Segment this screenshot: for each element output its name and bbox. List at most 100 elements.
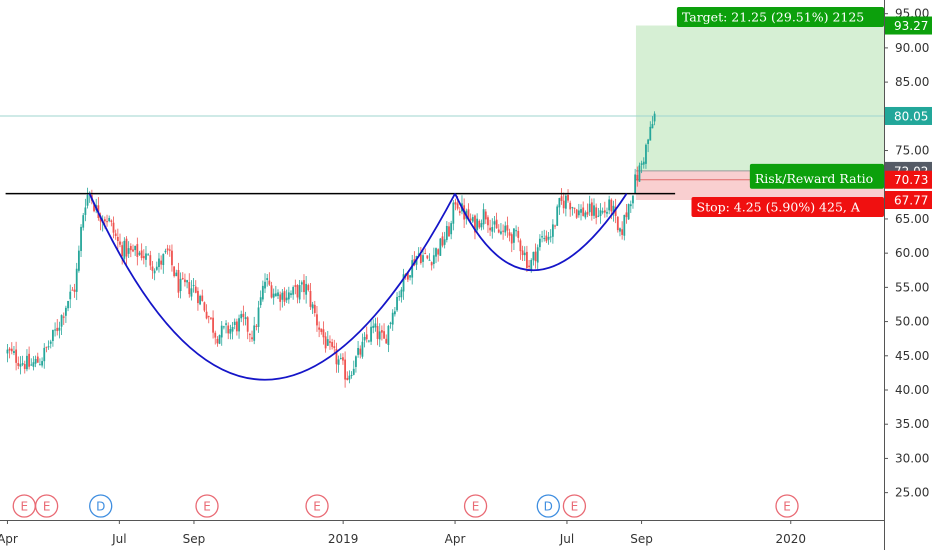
earnings-marker[interactable]: E xyxy=(775,494,799,518)
candle-body xyxy=(569,202,572,210)
candle-body xyxy=(60,315,63,327)
candle xyxy=(344,351,347,388)
candle xyxy=(430,261,433,271)
price-tag-bg xyxy=(885,170,932,189)
candle xyxy=(608,195,611,215)
candle xyxy=(112,216,115,239)
candle xyxy=(160,255,163,270)
candle-body xyxy=(500,231,502,234)
candle-body xyxy=(603,210,606,213)
candle-body xyxy=(448,226,450,237)
candle xyxy=(268,272,271,287)
dividend-marker[interactable]: D xyxy=(89,494,113,518)
earnings-marker[interactable]: E xyxy=(195,494,219,518)
candle xyxy=(8,347,11,359)
candle-body xyxy=(210,317,212,319)
candle xyxy=(67,300,69,312)
candle xyxy=(467,203,470,221)
candle-body xyxy=(612,205,615,214)
candle-body xyxy=(123,240,126,259)
candle xyxy=(110,219,113,227)
candle xyxy=(597,207,600,218)
candle xyxy=(171,244,173,272)
candle xyxy=(554,224,556,230)
candle-body xyxy=(406,272,409,280)
candle xyxy=(41,357,43,368)
candle xyxy=(584,210,587,220)
candle-body xyxy=(528,265,530,268)
stop-label: Stop: 4.25 (5.90%) 425, A xyxy=(691,196,884,217)
time-tick-label: 2019 xyxy=(328,532,359,546)
candle xyxy=(240,310,243,323)
dividend-marker[interactable]: D xyxy=(536,494,560,518)
candle xyxy=(47,340,50,350)
candle-body xyxy=(242,313,245,317)
candle-body xyxy=(519,240,522,252)
earnings-marker[interactable]: E xyxy=(34,494,59,518)
candle-body xyxy=(385,338,388,344)
earnings-marker[interactable]: E xyxy=(305,494,329,518)
candle xyxy=(39,358,41,366)
candle xyxy=(244,311,247,326)
candle xyxy=(77,245,80,273)
candle-body xyxy=(151,266,154,271)
candle-body xyxy=(203,302,206,311)
candle-body xyxy=(145,253,147,260)
candle xyxy=(277,289,279,299)
candle-body xyxy=(177,270,180,293)
candle-body xyxy=(305,283,308,295)
earnings-marker[interactable]: E xyxy=(463,494,488,518)
candle-body xyxy=(41,361,43,366)
candle-body xyxy=(571,207,574,209)
event-circle xyxy=(562,494,587,518)
candle xyxy=(238,314,240,339)
candle xyxy=(287,286,290,304)
stop-label-bg xyxy=(691,196,884,217)
candle-body xyxy=(361,341,364,357)
candle-body xyxy=(201,295,204,301)
candle xyxy=(458,207,461,216)
candle xyxy=(326,330,329,346)
cup-right-curve[interactable] xyxy=(454,193,628,272)
candle-body xyxy=(396,296,398,311)
earnings-marker[interactable]: E xyxy=(562,494,587,518)
candle-body xyxy=(634,174,637,194)
candle xyxy=(203,301,206,313)
price-tag-label: 80.05 xyxy=(894,109,928,123)
candle xyxy=(595,203,598,225)
candle xyxy=(368,339,370,343)
candle-body xyxy=(257,307,260,327)
candle-body xyxy=(564,195,567,209)
candle-body xyxy=(197,290,199,304)
price-tag: 70.73 xyxy=(885,170,932,189)
candle xyxy=(123,237,126,263)
candle xyxy=(380,325,383,341)
candle-body xyxy=(640,163,643,165)
candle-body xyxy=(266,278,269,281)
candle-body xyxy=(322,329,325,338)
candle-series xyxy=(6,111,656,388)
event-circle xyxy=(89,494,113,518)
candle-body xyxy=(441,236,444,246)
drawings[interactable] xyxy=(5,192,676,381)
candle-body xyxy=(194,286,197,293)
candle xyxy=(283,287,286,306)
candle-body xyxy=(23,364,26,370)
candle xyxy=(621,221,624,240)
candle-body xyxy=(13,351,15,354)
event-circle xyxy=(536,494,560,518)
candle-body xyxy=(175,272,178,277)
candle xyxy=(235,318,238,336)
candle-body xyxy=(510,234,513,244)
candle-body xyxy=(350,374,353,376)
candle-body xyxy=(45,346,48,348)
candle xyxy=(253,316,256,345)
candle-body xyxy=(346,377,349,380)
candle xyxy=(577,203,580,218)
earnings-marker[interactable]: E xyxy=(12,494,36,518)
cup-left-curve[interactable] xyxy=(88,193,456,381)
candle-body xyxy=(300,282,303,285)
